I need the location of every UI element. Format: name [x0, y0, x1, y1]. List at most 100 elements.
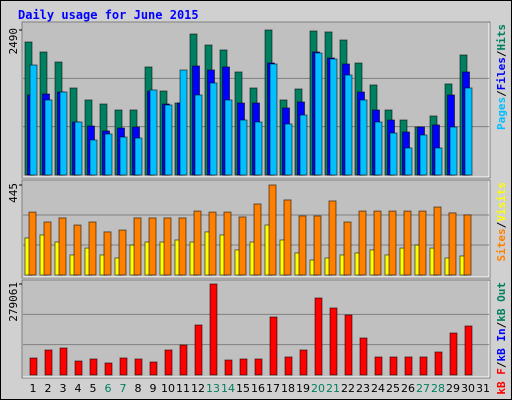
panel-highlight [23, 23, 490, 178]
x-tick-label: 12 [191, 382, 205, 395]
bar [404, 147, 413, 176]
bar [299, 114, 308, 176]
bar [269, 316, 278, 376]
bar [223, 211, 232, 276]
bar [389, 356, 398, 376]
bar [29, 64, 38, 176]
x-tick-label: 5 [90, 382, 97, 395]
x-tick-label: 7 [120, 382, 127, 395]
bar [179, 344, 188, 376]
x-tick-label: 30 [461, 382, 475, 395]
y-tick-label: 279061 [7, 282, 20, 322]
bar [448, 212, 457, 276]
bar [419, 134, 428, 176]
legend-entry: Pages [495, 97, 508, 130]
bar [44, 99, 53, 176]
x-tick-label: 3 [60, 382, 67, 395]
x-tick-label: 27 [416, 382, 430, 395]
bar [89, 139, 98, 176]
x-tick-label: 14 [221, 382, 235, 395]
bar [163, 217, 172, 276]
bar [434, 147, 443, 176]
bar [74, 360, 83, 376]
x-tick-label: 23 [356, 382, 370, 395]
x-tick-label: 29 [446, 382, 460, 395]
bar [194, 94, 203, 176]
bar [404, 356, 413, 376]
bar [164, 349, 173, 376]
bar [118, 229, 127, 276]
bar [58, 217, 67, 276]
bar [103, 231, 112, 276]
x-tick-label: 31 [476, 382, 490, 395]
x-tick-label: 1 [30, 382, 37, 395]
legend-entry: kB Out [495, 282, 508, 322]
legend-entry: Files [495, 57, 508, 90]
legend: kB F/kB In/kB Out [495, 282, 508, 395]
bar [373, 210, 382, 276]
bar [73, 224, 82, 276]
bar [134, 137, 143, 176]
y-tick-label: 2490 [7, 28, 20, 55]
legend-entry: kB In [495, 328, 508, 361]
legend-separator: / [495, 50, 508, 57]
bar [374, 356, 383, 376]
bar [44, 349, 53, 376]
bar [88, 221, 97, 276]
x-tick-label: 22 [341, 382, 355, 395]
bar [239, 119, 248, 176]
legend-entry: kB F [495, 368, 508, 395]
legend-separator: / [495, 90, 508, 97]
bar [359, 99, 368, 176]
x-tick-label: 4 [75, 382, 82, 395]
bar [224, 99, 233, 176]
x-tick-label: 26 [401, 382, 415, 395]
bar [329, 307, 338, 376]
legend-separator: / [495, 361, 508, 368]
chart-title: Daily usage for June 2015 [18, 8, 199, 22]
bar [28, 211, 37, 276]
bar [224, 359, 233, 376]
bar [298, 215, 307, 276]
bar [268, 184, 277, 276]
legend-entry: Hits [495, 24, 508, 51]
bar [43, 221, 52, 276]
bar [449, 332, 458, 376]
panel-highlight [23, 281, 490, 378]
bar [59, 347, 68, 376]
bar [104, 362, 113, 376]
bar [284, 356, 293, 376]
bar [148, 217, 157, 276]
x-tick-label: 19 [296, 382, 310, 395]
y-tick-label: 445 [7, 183, 20, 203]
x-tick-label: 10 [161, 382, 175, 395]
x-tick-label: 15 [236, 382, 250, 395]
x-tick-label: 21 [326, 382, 340, 395]
bar [74, 121, 83, 176]
bar [344, 74, 353, 176]
bar [344, 314, 353, 376]
bar [254, 358, 263, 376]
bar [434, 351, 443, 376]
bar [209, 283, 218, 376]
x-tick-label: 25 [386, 382, 400, 395]
x-tick-label: 13 [206, 382, 220, 395]
bar [149, 361, 158, 376]
legend-separator: / [495, 221, 508, 228]
bar [403, 210, 412, 276]
x-tick-label: 2 [45, 382, 52, 395]
bar [149, 89, 158, 176]
x-tick-label: 16 [251, 382, 265, 395]
panel-highlight [23, 181, 490, 278]
bar [449, 126, 458, 176]
bar [104, 133, 113, 176]
bar [359, 337, 368, 376]
bar [418, 210, 427, 276]
legend: Sites/Visits [495, 182, 508, 262]
x-tick-label: 11 [176, 382, 190, 395]
bar [464, 325, 473, 376]
bar [253, 203, 262, 276]
x-tick-label: 6 [105, 382, 112, 395]
x-tick-label: 28 [431, 382, 445, 395]
